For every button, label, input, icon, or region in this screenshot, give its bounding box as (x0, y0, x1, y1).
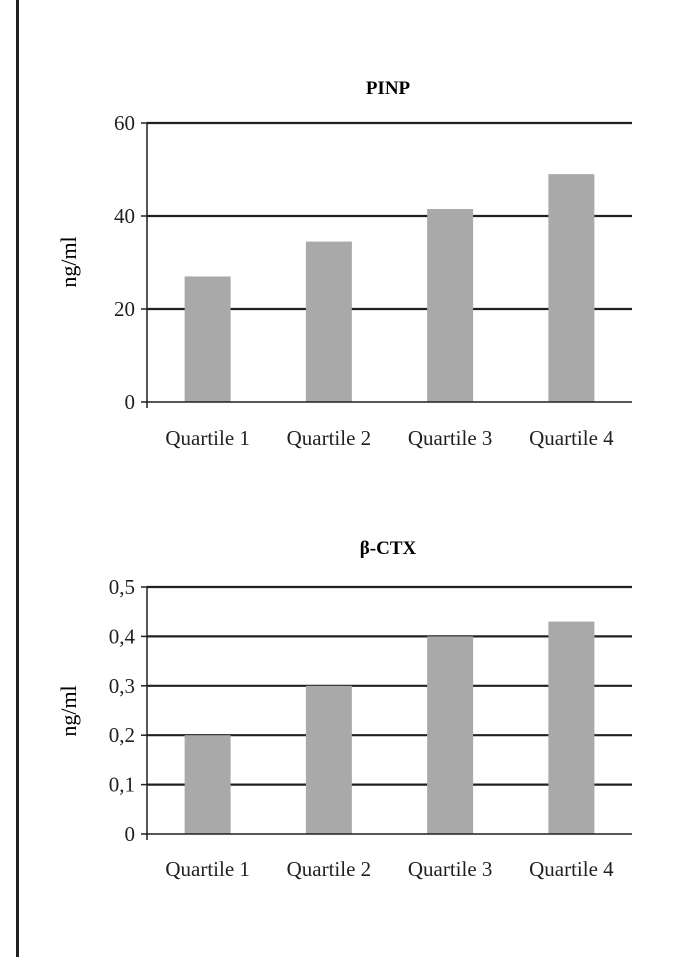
y-tick-label: 40 (114, 204, 135, 228)
y-axis-label: ng/ml (56, 236, 81, 287)
y-tick-label: 0,4 (109, 624, 136, 648)
bars (184, 621, 595, 834)
bar (427, 209, 474, 402)
axes (141, 586, 632, 840)
y-tick-label: 0,5 (109, 575, 135, 599)
x-tick-label: Quartile 1 (165, 857, 250, 881)
y-tick-labels: 0 20 40 60 (114, 111, 135, 414)
bar (548, 174, 595, 402)
x-tick-label: Quartile 2 (287, 426, 372, 450)
y-axis-label: ng/ml (56, 685, 81, 736)
bar (184, 735, 231, 834)
y-tick-label: 20 (114, 297, 135, 321)
axes (141, 122, 632, 408)
y-tick-label: 0,3 (109, 674, 135, 698)
x-tick-label: Quartile 4 (529, 426, 614, 450)
x-tick-label: Quartile 3 (408, 426, 493, 450)
chart-title: PINP (366, 78, 411, 99)
y-tick-label: 60 (114, 111, 135, 135)
y-tick-label: 0 (125, 822, 136, 846)
y-tick-label: 0,2 (109, 723, 135, 747)
bars (184, 174, 595, 402)
bar (305, 241, 352, 402)
x-tick-label: Quartile 2 (287, 857, 372, 881)
x-tick-labels: Quartile 1 Quartile 2 Quartile 3 Quartile 4 (165, 426, 614, 450)
bar (184, 276, 231, 402)
y-tick-label: 0 (125, 390, 136, 414)
x-tick-labels: Quartile 1 Quartile 2 Quartile 3 Quartile 4 (165, 857, 614, 881)
bar (427, 636, 474, 834)
x-tick-label: Quartile 3 (408, 857, 493, 881)
bar (548, 621, 595, 834)
y-tick-labels: 0 0,1 0,2 0,3 0,4 0,5 (109, 575, 136, 846)
bar (305, 685, 352, 834)
chart-title: β-CTX (360, 538, 417, 559)
y-tick-label: 0,1 (109, 773, 135, 797)
x-tick-label: Quartile 1 (165, 426, 250, 450)
x-tick-label: Quartile 4 (529, 857, 614, 881)
